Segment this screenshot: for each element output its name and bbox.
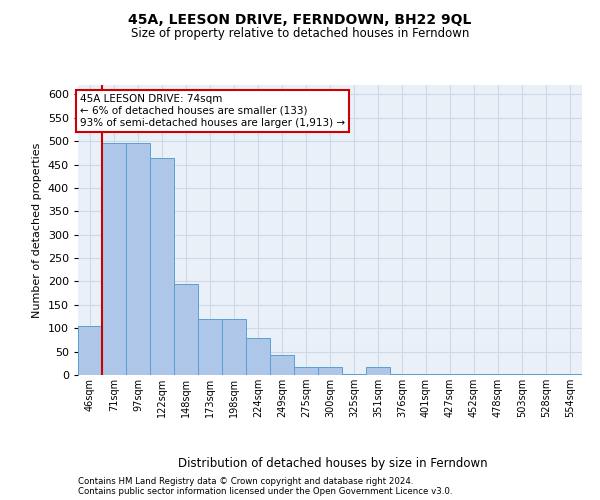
Text: Contains public sector information licensed under the Open Government Licence v3: Contains public sector information licen… [78,488,452,496]
Text: Distribution of detached houses by size in Ferndown: Distribution of detached houses by size … [178,458,488,470]
Text: Contains HM Land Registry data © Crown copyright and database right 2024.: Contains HM Land Registry data © Crown c… [78,478,413,486]
Bar [270,355,294,375]
Bar [510,374,534,375]
Bar [366,366,390,375]
Bar [318,366,342,375]
Text: Size of property relative to detached houses in Ferndown: Size of property relative to detached ho… [131,28,469,40]
Bar [414,374,438,375]
Y-axis label: Number of detached properties: Number of detached properties [32,142,42,318]
Text: 45A, LEESON DRIVE, FERNDOWN, BH22 9QL: 45A, LEESON DRIVE, FERNDOWN, BH22 9QL [128,12,472,26]
Text: 45A LEESON DRIVE: 74sqm
← 6% of detached houses are smaller (133)
93% of semi-de: 45A LEESON DRIVE: 74sqm ← 6% of detached… [80,94,345,128]
Bar [222,319,246,375]
Bar [102,142,126,375]
Bar [390,374,414,375]
Bar [534,374,558,375]
Bar [486,374,510,375]
Bar [558,374,582,375]
Bar [78,326,102,375]
Bar [126,142,150,375]
Bar [342,374,366,375]
Bar [198,319,222,375]
Bar [174,284,198,375]
Bar [438,374,462,375]
Bar [150,158,174,375]
Bar [246,338,270,375]
Bar [462,374,486,375]
Bar [294,366,318,375]
